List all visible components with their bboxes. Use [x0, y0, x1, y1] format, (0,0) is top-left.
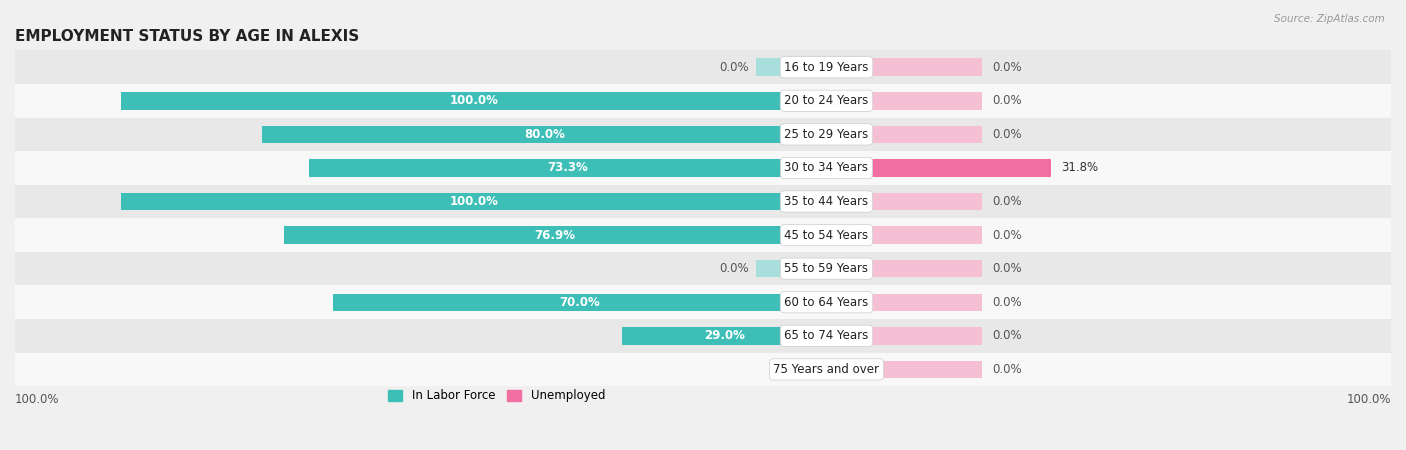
Legend: In Labor Force, Unemployed: In Labor Force, Unemployed	[384, 385, 610, 407]
Text: 16 to 19 Years: 16 to 19 Years	[785, 61, 869, 74]
Text: 75 Years and over: 75 Years and over	[773, 363, 880, 376]
Text: 0.0%: 0.0%	[993, 229, 1022, 242]
Text: 65 to 74 Years: 65 to 74 Years	[785, 329, 869, 342]
Text: 25 to 29 Years: 25 to 29 Years	[785, 128, 869, 141]
Text: 0.0%: 0.0%	[993, 363, 1022, 376]
Bar	[0, 353, 1406, 386]
Text: 100.0%: 100.0%	[450, 94, 498, 107]
Text: EMPLOYMENT STATUS BY AGE IN ALEXIS: EMPLOYMENT STATUS BY AGE IN ALEXIS	[15, 29, 360, 44]
Bar	[770, 360, 827, 378]
Bar	[121, 193, 827, 210]
Bar	[0, 84, 1406, 117]
Text: 0.0%: 0.0%	[720, 262, 749, 275]
Bar	[827, 293, 981, 311]
Text: 100.0%: 100.0%	[15, 393, 59, 406]
Bar	[827, 260, 981, 277]
Text: 100.0%: 100.0%	[450, 195, 498, 208]
Bar	[827, 159, 1050, 177]
Bar	[621, 327, 827, 345]
Bar	[0, 50, 1406, 84]
Bar	[0, 319, 1406, 353]
Bar	[827, 92, 981, 109]
Text: Source: ZipAtlas.com: Source: ZipAtlas.com	[1274, 14, 1385, 23]
Bar	[756, 58, 827, 76]
Text: 0.0%: 0.0%	[993, 329, 1022, 342]
Text: 55 to 59 Years: 55 to 59 Years	[785, 262, 869, 275]
Text: 0.0%: 0.0%	[993, 94, 1022, 107]
Text: 76.9%: 76.9%	[534, 229, 575, 242]
Text: 45 to 54 Years: 45 to 54 Years	[785, 229, 869, 242]
Text: 0.0%: 0.0%	[993, 61, 1022, 74]
Bar	[262, 126, 827, 143]
Text: 0.0%: 0.0%	[993, 296, 1022, 309]
Text: 0.0%: 0.0%	[993, 128, 1022, 141]
Text: 70.0%: 70.0%	[560, 296, 600, 309]
Bar	[0, 151, 1406, 185]
Bar	[827, 126, 981, 143]
Text: 7.9%: 7.9%	[782, 363, 815, 376]
Bar	[284, 226, 827, 244]
Text: 80.0%: 80.0%	[524, 128, 565, 141]
Text: 31.8%: 31.8%	[1062, 162, 1098, 175]
Bar	[827, 226, 981, 244]
Text: 73.3%: 73.3%	[547, 162, 588, 175]
Text: 0.0%: 0.0%	[720, 61, 749, 74]
Text: 0.0%: 0.0%	[993, 262, 1022, 275]
Bar	[333, 293, 827, 311]
Bar	[827, 327, 981, 345]
Bar	[0, 218, 1406, 252]
Bar	[0, 117, 1406, 151]
Bar	[0, 252, 1406, 285]
Text: 29.0%: 29.0%	[704, 329, 745, 342]
Text: 0.0%: 0.0%	[993, 195, 1022, 208]
Bar	[0, 285, 1406, 319]
Bar	[827, 193, 981, 210]
Bar	[756, 260, 827, 277]
Text: 60 to 64 Years: 60 to 64 Years	[785, 296, 869, 309]
Bar	[121, 92, 827, 109]
Bar	[827, 58, 981, 76]
Bar	[309, 159, 827, 177]
Bar	[827, 360, 981, 378]
Text: 100.0%: 100.0%	[1347, 393, 1391, 406]
Text: 30 to 34 Years: 30 to 34 Years	[785, 162, 869, 175]
Text: 35 to 44 Years: 35 to 44 Years	[785, 195, 869, 208]
Text: 20 to 24 Years: 20 to 24 Years	[785, 94, 869, 107]
Bar	[0, 185, 1406, 218]
